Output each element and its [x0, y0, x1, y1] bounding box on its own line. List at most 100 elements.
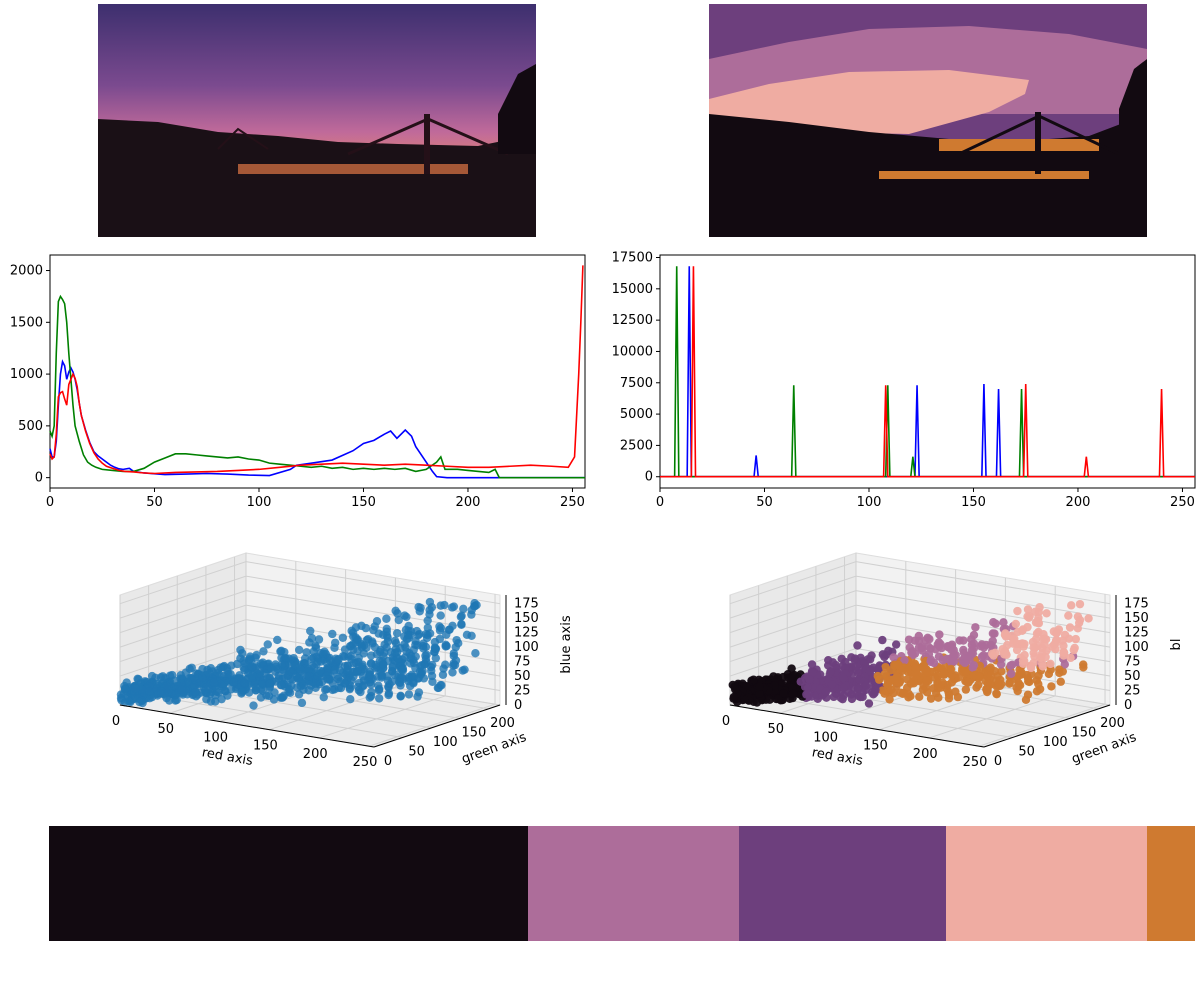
data-point	[351, 623, 361, 632]
data-point	[1025, 611, 1034, 621]
data-point	[296, 665, 305, 674]
y-tick-label: 100	[433, 735, 458, 750]
data-point	[423, 616, 432, 625]
data-point	[353, 646, 362, 656]
data-point	[394, 615, 403, 625]
data-point	[198, 673, 207, 682]
data-point	[452, 635, 461, 645]
data-point	[377, 670, 386, 680]
data-point	[1042, 609, 1051, 618]
quantized-photo	[709, 4, 1147, 237]
data-point	[1023, 605, 1033, 614]
data-point	[1023, 622, 1032, 632]
data-point	[202, 695, 211, 704]
data-point	[986, 679, 995, 689]
data-point	[393, 654, 403, 663]
data-point	[404, 690, 414, 699]
data-point	[330, 665, 340, 674]
data-point	[992, 689, 1001, 698]
series-line	[49, 359, 585, 479]
data-point	[378, 659, 388, 669]
green-axis-line	[983, 704, 1111, 748]
data-point	[353, 666, 362, 676]
data-point	[285, 688, 295, 697]
series-line	[660, 266, 1195, 478]
data-point	[345, 684, 354, 694]
data-point	[411, 636, 420, 646]
data-point	[900, 656, 909, 665]
histogram-quantized: 0 50 100 150 200 2500250050007500100001250015…	[612, 251, 1196, 510]
data-point	[416, 603, 425, 612]
palette-swatch	[1146, 826, 1195, 941]
data-point	[467, 610, 476, 619]
data-point	[279, 691, 289, 700]
data-point	[1051, 629, 1061, 638]
data-point	[1013, 606, 1022, 616]
data-point	[441, 640, 450, 650]
data-point	[412, 626, 422, 636]
data-point	[311, 643, 321, 652]
data-point	[343, 665, 352, 675]
data-point	[388, 663, 397, 672]
x-tick-label: 250	[353, 755, 378, 770]
data-point	[233, 659, 242, 669]
data-point	[974, 672, 984, 682]
data-point	[1060, 660, 1069, 669]
data-point	[190, 687, 200, 697]
data-point	[1073, 624, 1083, 633]
data-point	[397, 665, 407, 675]
data-point	[372, 616, 382, 626]
data-point	[1079, 660, 1088, 669]
data-point	[988, 636, 997, 646]
data-point	[251, 683, 260, 693]
data-point	[367, 687, 376, 697]
data-point	[873, 664, 883, 674]
data-point	[346, 695, 355, 704]
z-tick-label: 75	[514, 655, 531, 670]
data-point	[878, 650, 888, 659]
data-point	[1018, 656, 1028, 665]
y-tick-label: 500	[18, 419, 43, 434]
data-point	[788, 689, 798, 699]
y-tick-label: 0	[35, 471, 43, 486]
data-point	[826, 667, 835, 677]
data-point	[1017, 670, 1026, 679]
x-axis-label: red axis	[201, 745, 255, 769]
data-point	[898, 689, 908, 699]
data-point	[247, 662, 256, 671]
data-point	[248, 671, 257, 680]
data-point	[411, 663, 420, 673]
z-tick-label: 75	[1124, 655, 1141, 670]
data-point	[971, 623, 980, 632]
data-point	[904, 635, 914, 644]
data-point	[226, 685, 236, 694]
data-point	[1044, 669, 1054, 679]
x-tick-label: 50	[146, 495, 163, 510]
data-point	[440, 600, 449, 610]
z-tick-label: 25	[514, 684, 531, 699]
data-point	[918, 685, 928, 694]
data-point	[875, 675, 884, 684]
data-point	[853, 641, 862, 650]
grid-line	[119, 575, 501, 619]
data-point	[912, 669, 921, 678]
y-tick-label: 0	[994, 754, 1002, 769]
data-point	[382, 631, 392, 640]
data-point	[996, 660, 1006, 669]
series-line	[49, 265, 584, 475]
data-point	[885, 695, 894, 704]
data-point	[323, 675, 332, 684]
y-tick-label: 5000	[620, 407, 653, 422]
data-point	[922, 676, 932, 685]
y-tick-label: 50	[408, 744, 425, 759]
data-point	[864, 699, 874, 708]
data-point	[821, 687, 831, 697]
x-axis-label: red axis	[811, 745, 865, 769]
data-point	[401, 643, 410, 652]
data-point	[755, 689, 764, 698]
data-point	[286, 667, 295, 676]
data-point	[320, 647, 329, 656]
x-tick-label: 200	[1066, 495, 1091, 510]
y-tick-label: 150	[1071, 725, 1096, 740]
